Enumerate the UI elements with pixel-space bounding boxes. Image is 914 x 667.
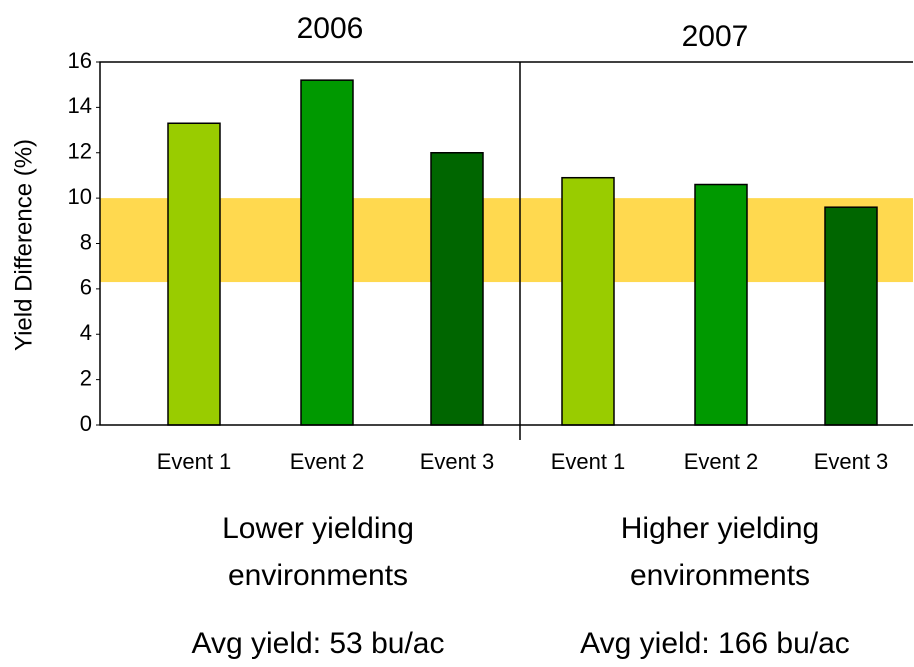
bar (167, 122, 221, 426)
x-tick-label: Event 1 (157, 449, 232, 474)
y-tick-label: 6 (80, 275, 92, 300)
bar (430, 152, 484, 426)
x-tick-label: Event 3 (814, 449, 889, 474)
group-note: Avg yield: 166 bu/ac (580, 627, 850, 660)
group-description: environments (630, 559, 810, 592)
y-tick-label: 4 (80, 320, 92, 345)
y-axis-label: Yield Difference (%) (10, 139, 37, 351)
bar (694, 183, 748, 426)
bar (824, 206, 878, 426)
y-tick-label: 14 (68, 93, 92, 118)
x-tick-label: Event 2 (684, 449, 759, 474)
target-band (100, 198, 913, 283)
group-label: 2006 (297, 12, 364, 45)
y-tick-label: 16 (68, 48, 92, 73)
y-tick-label: 8 (80, 229, 92, 254)
y-tick-label: 0 (80, 411, 92, 436)
bar (561, 176, 615, 426)
group-description: environments (228, 559, 408, 592)
y-tick-label: 10 (68, 184, 92, 209)
group-description: Higher yielding (621, 512, 819, 545)
x-tick-label: Event 2 (290, 449, 365, 474)
y-tick-label: 2 (80, 365, 92, 390)
y-tick-label: 12 (68, 139, 92, 164)
x-tick-label: Event 1 (551, 449, 626, 474)
x-tick-label: Event 3 (420, 449, 495, 474)
group-description: Lower yielding (222, 512, 414, 545)
bar (300, 79, 354, 426)
group-label: 2007 (682, 20, 749, 53)
plot-frame (99, 61, 913, 426)
group-note: Avg yield: 53 bu/ac (192, 627, 445, 660)
